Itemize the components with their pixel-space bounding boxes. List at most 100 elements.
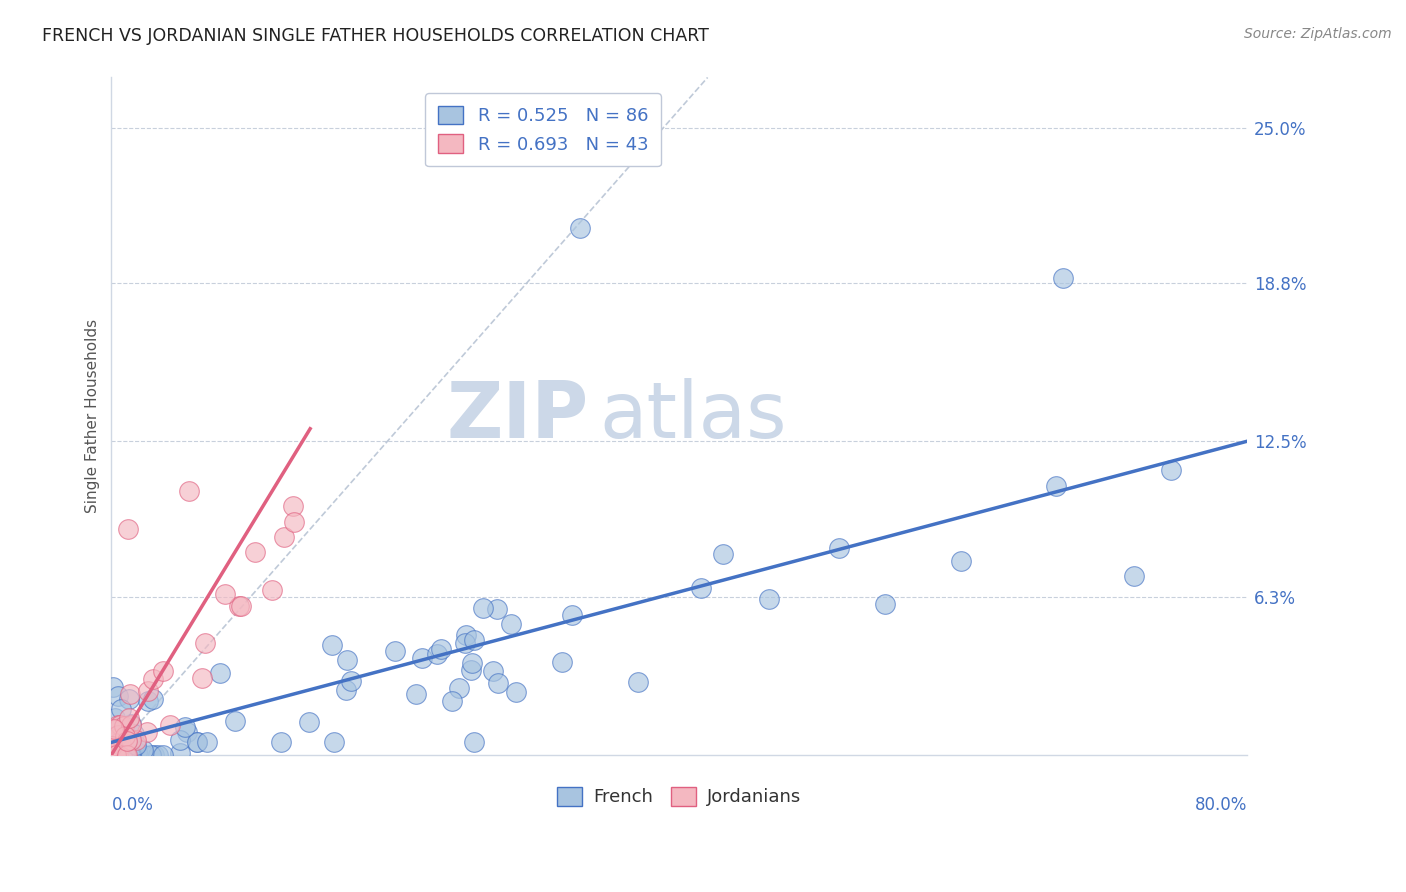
Point (104, 732, 127, 747)
Point (118, 692, 141, 706)
Point (136, 694, 159, 708)
Point (283, 500, 305, 514)
Point (486, 676, 509, 690)
Point (169, 746, 191, 760)
Point (711, 547, 734, 561)
Point (146, 747, 169, 762)
Point (340, 673, 363, 688)
Legend: French, Jordanians: French, Jordanians (550, 780, 808, 814)
Point (505, 685, 527, 699)
Point (111, 747, 134, 762)
Point (214, 587, 236, 601)
Point (132, 747, 155, 762)
Point (110, 702, 132, 716)
Point (136, 725, 159, 739)
Point (174, 720, 197, 734)
Point (114, 747, 136, 762)
Point (336, 653, 359, 667)
Point (194, 636, 217, 650)
Point (454, 636, 477, 650)
Point (110, 728, 132, 742)
Point (118, 711, 141, 725)
Point (1123, 568, 1146, 582)
Point (690, 581, 713, 595)
Point (456, 627, 478, 641)
Point (117, 522, 139, 536)
Point (101, 739, 124, 753)
Point (103, 680, 125, 694)
Point (115, 734, 138, 748)
Point (139, 747, 162, 762)
Point (208, 665, 231, 680)
Point (103, 747, 125, 762)
Point (142, 691, 165, 706)
Point (132, 742, 155, 756)
Point (105, 747, 128, 762)
Point (152, 664, 174, 678)
Point (103, 734, 125, 748)
Point (461, 656, 484, 670)
Point (107, 736, 129, 750)
Point (121, 747, 143, 762)
Point (1160, 462, 1182, 476)
Point (273, 530, 295, 544)
Point (114, 729, 136, 743)
Point (186, 734, 208, 748)
Text: Source: ZipAtlas.com: Source: ZipAtlas.com (1244, 27, 1392, 41)
Point (107, 728, 129, 742)
Point (112, 719, 135, 733)
Point (104, 745, 127, 759)
Point (136, 683, 159, 698)
Point (298, 715, 321, 730)
Point (142, 672, 165, 686)
Point (243, 545, 266, 559)
Point (568, 221, 591, 235)
Point (105, 747, 128, 762)
Point (117, 747, 139, 762)
Point (384, 644, 406, 658)
Point (501, 617, 523, 632)
Point (551, 655, 574, 669)
Point (321, 639, 343, 653)
Point (110, 737, 132, 751)
Point (224, 714, 246, 728)
Point (260, 583, 283, 598)
Point (120, 687, 142, 701)
Point (107, 747, 129, 762)
Point (120, 747, 142, 762)
Point (159, 718, 181, 732)
Point (179, 484, 201, 499)
Point (117, 747, 139, 762)
Y-axis label: Single Father Households: Single Father Households (86, 319, 100, 513)
Point (104, 711, 127, 725)
Text: atlas: atlas (600, 378, 787, 454)
Point (270, 735, 292, 749)
Point (112, 747, 135, 762)
Point (107, 689, 129, 703)
Point (561, 607, 583, 622)
Point (335, 683, 357, 698)
Point (169, 732, 191, 747)
Point (486, 602, 509, 616)
Point (430, 642, 453, 657)
Point (405, 687, 427, 701)
Point (120, 718, 142, 732)
Point (1045, 479, 1067, 493)
Point (107, 718, 129, 732)
Point (323, 735, 346, 749)
Point (122, 727, 145, 741)
Text: ZIP: ZIP (446, 378, 588, 454)
Point (143, 747, 166, 762)
Point (107, 747, 129, 762)
Point (118, 747, 141, 762)
Point (127, 745, 149, 759)
Point (122, 747, 145, 762)
Point (229, 599, 252, 613)
Point (152, 747, 174, 762)
Point (411, 651, 433, 665)
Point (460, 663, 482, 677)
Point (228, 599, 250, 614)
Point (441, 694, 464, 708)
Text: 80.0%: 80.0% (1195, 796, 1247, 814)
Point (283, 515, 305, 529)
